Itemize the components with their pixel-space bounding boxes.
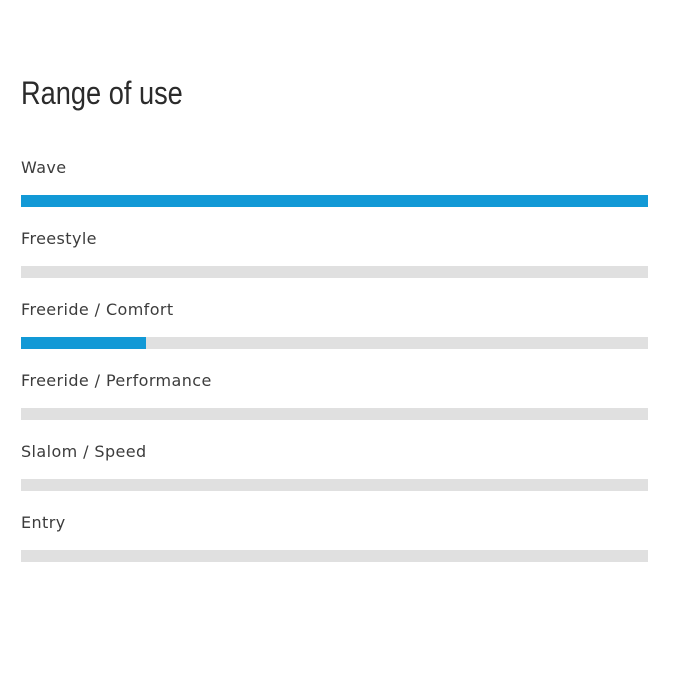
range-label: Wave [21,158,67,177]
range-row: Entry [21,513,648,562]
range-bar-track [21,337,648,349]
range-label: Freeride / Comfort [21,300,174,319]
range-bar-track [21,266,648,278]
range-row: Wave [21,158,648,207]
range-bar-track [21,408,648,420]
range-label: Slalom / Speed [21,442,147,461]
range-bar-track [21,195,648,207]
page-title: Range of use [21,76,648,110]
range-label: Freeride / Performance [21,371,212,390]
range-row: Freeride / Performance [21,371,648,420]
range-bar-fill [21,337,147,349]
page-title-text: Range of use [21,75,183,111]
range-row: Freeride / Comfort [21,300,648,349]
range-bar-track [21,550,648,562]
range-row: Freestyle [21,229,648,278]
range-of-use-panel: Range of use Wave Freestyle Freeride / Com… [21,76,648,562]
range-bar-track [21,479,648,491]
range-label: Freestyle [21,229,97,248]
range-label: Entry [21,513,66,532]
range-bar-fill [21,195,648,207]
range-row: Slalom / Speed [21,442,648,491]
range-of-use-chart: Wave Freestyle Freeride / Comfort Freeride … [21,158,648,562]
